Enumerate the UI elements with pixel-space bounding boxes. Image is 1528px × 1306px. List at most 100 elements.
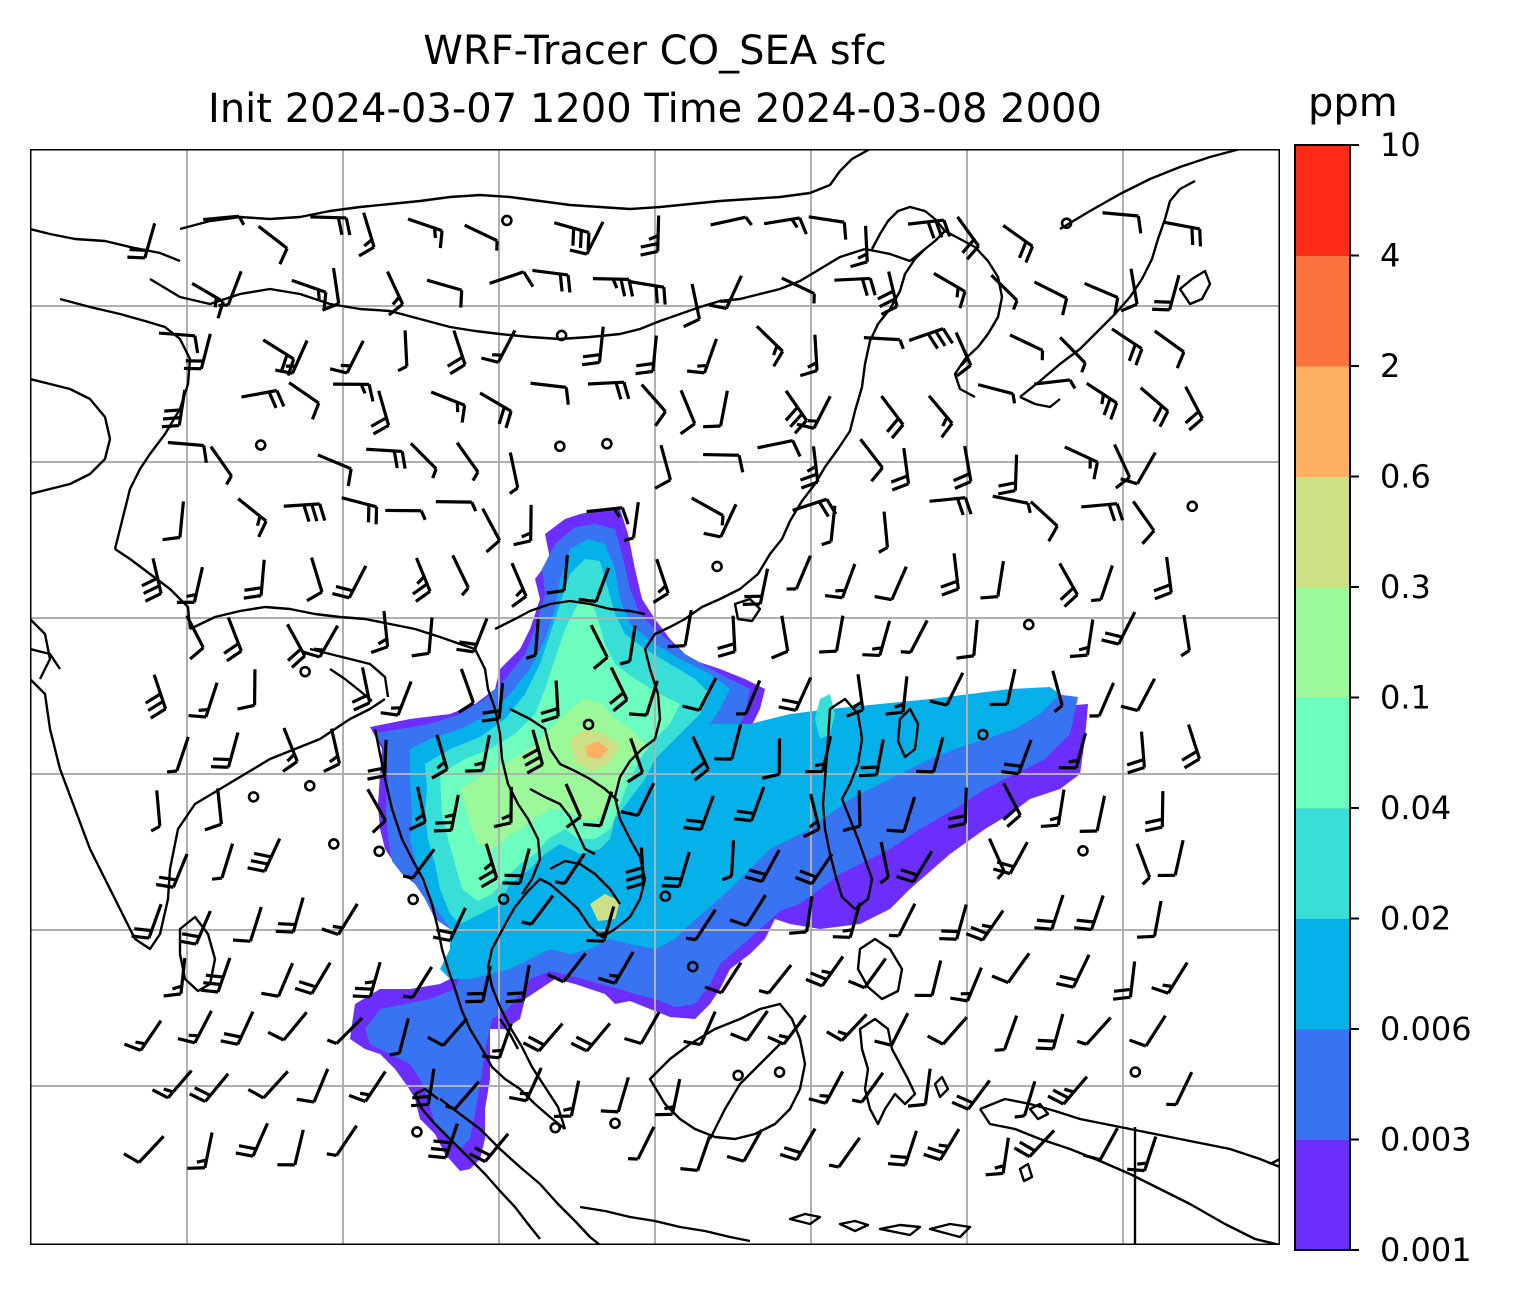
wind-barb: [513, 504, 533, 547]
wind-barb: [586, 506, 630, 525]
coastline-segment: [821, 697, 874, 911]
wind-barb: [351, 667, 372, 712]
wind-barb: [546, 554, 570, 595]
coastline-segment: [1028, 1102, 1050, 1121]
wind-barb: [1153, 556, 1173, 601]
wind-barb: [402, 848, 436, 880]
wind-barb: [302, 624, 339, 659]
plot-subtitle: Init 2024-03-07 1200 Time 2024-03-08 200…: [208, 86, 1102, 132]
wind-barb: [323, 728, 342, 773]
wind-barb: [1058, 732, 1088, 770]
wind-barb: [732, 1069, 744, 1082]
coastline-segment: [309, 647, 390, 698]
coastline-segment: [373, 728, 566, 1130]
wind-barb: [288, 381, 321, 420]
coastline-segment: [579, 1205, 751, 1243]
wind-barb: [628, 1126, 656, 1161]
wind-barb: [629, 680, 659, 717]
wind-barb: [188, 1072, 230, 1103]
wind-barb: [176, 566, 205, 604]
colorbar-tick-label: 0.001: [1380, 1231, 1472, 1269]
wind-barb: [704, 961, 743, 995]
wind-barb: [1022, 618, 1035, 631]
wind-barb: [742, 568, 770, 607]
map-gridlines: [30, 149, 1280, 1245]
wind-barb: [183, 333, 212, 371]
colorbar-tick-label: 0.6: [1380, 458, 1431, 496]
coastline-segment: [509, 707, 619, 802]
wind-barb: [144, 674, 168, 720]
wind-barb: [1113, 443, 1132, 490]
wind-barb: [1060, 217, 1073, 230]
wind-barb: [505, 964, 531, 1004]
wind-barb: [1040, 789, 1066, 829]
wind-barb: [952, 445, 973, 490]
wind-barb: [317, 453, 353, 487]
wind-barb: [254, 439, 267, 451]
wind-barb: [619, 625, 637, 666]
wind-barb: [247, 1070, 290, 1100]
wind-barb: [162, 501, 185, 542]
wind-barb: [1035, 1013, 1065, 1051]
tracer-contour-band: [585, 741, 608, 759]
wind-barb: [540, 680, 560, 723]
wind-barb: [951, 1079, 991, 1111]
coastline-segment: [944, 229, 1004, 348]
wind-barb: [914, 960, 943, 998]
wind-barb: [989, 668, 1017, 707]
wind-barb: [994, 1015, 1019, 1052]
colorbar-band: [1295, 366, 1350, 477]
wind-barb: [218, 270, 243, 308]
wind-barb: [220, 1010, 255, 1046]
wind-barb: [1047, 1075, 1089, 1106]
wind-barb: [530, 381, 570, 405]
wind-barb: [341, 496, 379, 525]
wind-barb: [1120, 678, 1157, 713]
wind-barb: [510, 562, 528, 608]
wind-barb: [187, 1132, 214, 1170]
wind-barb: [310, 215, 352, 236]
wind-barb: [435, 500, 478, 512]
wind-barb: [589, 624, 609, 670]
wind-barb: [555, 329, 568, 342]
wind-barb: [257, 225, 289, 265]
wind-barb: [682, 677, 718, 712]
wind-barb: [824, 563, 857, 600]
wind-barb: [690, 496, 725, 526]
wind-barb: [294, 961, 332, 996]
colorbar-unit: ppm: [1308, 80, 1398, 126]
wind-barb: [985, 1137, 1010, 1177]
wind-barb: [886, 796, 917, 833]
wind-barb: [141, 558, 163, 603]
colorbar-band: [1295, 587, 1350, 698]
wind-barb: [582, 718, 595, 731]
wind-barb: [726, 1129, 763, 1163]
coastline-segment: [486, 906, 567, 1130]
wind-barb: [805, 735, 833, 774]
wind-barb: [847, 957, 887, 990]
colorbar-band: [1295, 697, 1350, 809]
colorbar: 0.001 0.003 0.006 0.02 0.04 0.1 0.3 0.6 2 4 10: [1294, 126, 1472, 1269]
wind-barb: [659, 890, 672, 902]
wind-barb: [862, 620, 892, 658]
wind-barb: [592, 277, 635, 297]
coastline-segment: [953, 346, 979, 399]
wind-barb: [859, 739, 885, 778]
wind-barb: [690, 736, 710, 782]
coastline-segment: [838, 1219, 870, 1233]
plot-title: WRF-Tracer CO_SEA sfc: [423, 28, 887, 74]
wind-barb: [385, 508, 427, 521]
wind-barb: [977, 728, 989, 741]
wind-barb: [151, 1069, 193, 1100]
wind-barb: [834, 276, 877, 297]
wind-barb: [296, 1068, 330, 1104]
wind-barb: [997, 454, 1019, 496]
wind-barb: [808, 1070, 845, 1105]
wind-barb: [554, 852, 586, 886]
wind-barb: [468, 1132, 510, 1163]
wind-barb: [842, 790, 862, 833]
wind-barb: [497, 893, 510, 905]
wind-barb: [885, 676, 909, 716]
wind-barb: [683, 1011, 717, 1047]
wind-barb: [367, 739, 388, 781]
